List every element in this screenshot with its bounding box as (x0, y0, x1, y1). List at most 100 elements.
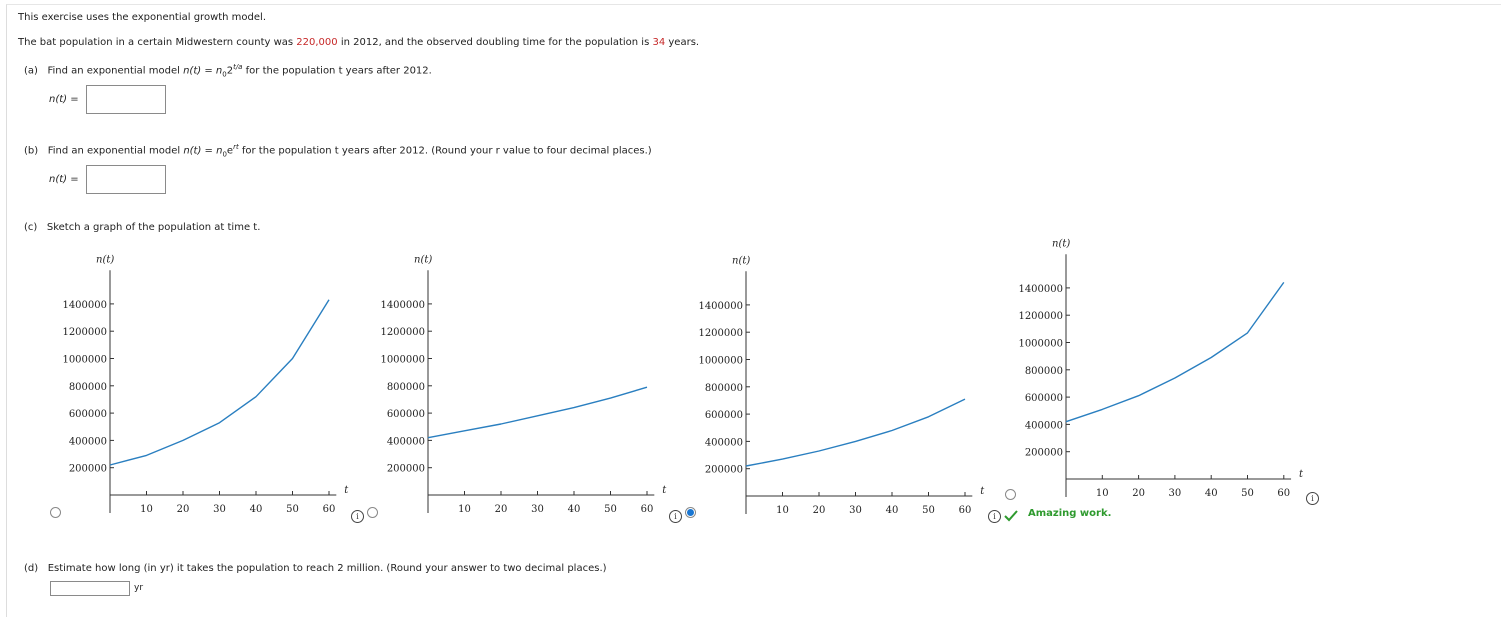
graphs-canvas: n(t) t 200000 400000 600000 800000 1000000 1200… (62, 238, 1304, 516)
y-tick-label: 1400000 (62, 300, 107, 311)
part-b-base: e (226, 145, 234, 157)
info-icon[interactable]: i (351, 510, 364, 523)
x-axis-label: t (662, 485, 667, 496)
x-tick-label: 50 (286, 504, 299, 515)
graph-option-3: n(t) t 200000 400000 600000 800000 1000000 1200… (698, 255, 985, 516)
x-tick-label: 40 (1205, 488, 1218, 499)
y-tick-label: 600000 (387, 409, 425, 420)
y-tick-label: 800000 (69, 382, 107, 393)
part-b-text-post: for the population t years after 2012. (… (238, 145, 652, 157)
y-tick-label: 800000 (1025, 366, 1063, 377)
x-tick-label: 10 (776, 505, 789, 516)
part-d-unit: yr (134, 583, 144, 593)
x-tick-label: 50 (604, 504, 617, 515)
part-b-exponent: rt (233, 143, 239, 151)
x-tick-label: 50 (1241, 488, 1254, 499)
y-tick-label: 400000 (69, 436, 107, 447)
x-tick-label: 30 (1169, 488, 1182, 499)
growth-curve (1065, 281, 1285, 423)
x-axis-label: t (980, 486, 985, 497)
graph-option-3-radio[interactable] (685, 507, 696, 518)
part-c-text: Sketch a graph of the population at time… (46, 222, 261, 233)
y-tick-label: 1200000 (62, 327, 107, 338)
x-tick-label: 60 (1277, 488, 1290, 499)
part-b-prompt: (b) Find an exponential model n(t) = n0e… (24, 143, 652, 158)
y-tick-label: 400000 (387, 436, 425, 447)
x-tick-label: 10 (458, 504, 471, 515)
part-a-text-post: for the population t years after 2012. (242, 65, 432, 77)
part-b-text-pre: Find an exponential model (47, 145, 184, 157)
problem-text-post: years. (665, 37, 700, 48)
y-tick-label: 1200000 (380, 327, 425, 338)
y-axis-label: n(t) (96, 254, 114, 265)
graph-option-1-radio[interactable] (50, 507, 61, 518)
population-value: 220,000 (296, 37, 338, 48)
part-c-label: (c) (24, 222, 38, 233)
part-d-text: Estimate how long (in yr) it takes the p… (47, 563, 607, 574)
y-tick-label: 1000000 (380, 355, 425, 366)
x-tick-label: 30 (849, 505, 862, 516)
part-a-text-pre: Find an exponential model (47, 65, 184, 77)
graph-option-4-radio[interactable] (1005, 489, 1016, 500)
part-a-base: 2 (226, 65, 234, 77)
x-tick-label: 30 (531, 504, 544, 515)
info-icon[interactable]: i (669, 510, 682, 523)
x-tick-label: 40 (568, 504, 581, 515)
x-tick-label: 10 (140, 504, 153, 515)
x-tick-label: 20 (813, 505, 826, 516)
y-tick-label: 600000 (705, 410, 743, 421)
feedback-message: Amazing work. (1028, 508, 1112, 519)
part-a-answer-input[interactable] (86, 85, 166, 114)
y-tick-label: 1400000 (698, 301, 743, 312)
x-axis-label: t (1299, 469, 1304, 480)
x-tick-label: 60 (323, 504, 336, 515)
x-tick-label: 20 (495, 504, 508, 515)
x-tick-label: 50 (922, 505, 935, 516)
part-b-label: (b) (24, 145, 39, 157)
part-b-eq: = n (201, 145, 223, 157)
y-tick-label: 1000000 (698, 356, 743, 367)
check-icon (1004, 510, 1018, 522)
y-tick-label: 400000 (705, 437, 743, 448)
part-b-answer-input[interactable] (86, 165, 166, 194)
part-b-func: n(t) (183, 145, 202, 157)
y-axis-label: n(t) (414, 254, 432, 265)
doubling-time-value: 34 (652, 37, 666, 48)
y-tick-label: 1000000 (1018, 339, 1063, 350)
x-tick-label: 10 (1096, 488, 1109, 499)
y-tick-label: 200000 (387, 464, 425, 475)
graph-option-2-radio[interactable] (367, 507, 378, 518)
problem-text-pre: The bat population in a certain Midweste… (18, 37, 297, 48)
problem-text-mid: in 2012, and the observed doubling time … (337, 37, 653, 48)
y-tick-label: 600000 (1025, 393, 1063, 404)
graph-option-4: n(t) t 200000 400000 600000 800000 1000000 1200… (1018, 238, 1304, 499)
part-b-answer-label: n(t) = (49, 174, 79, 185)
part-b-sub: 0 (222, 150, 227, 159)
x-axis-label: t (344, 485, 349, 496)
info-icon[interactable]: i (988, 510, 1001, 523)
intro-text: This exercise uses the exponential growt… (18, 12, 267, 23)
y-tick-label: 1400000 (1018, 284, 1063, 295)
info-icon[interactable]: i (1306, 492, 1319, 505)
part-d-prompt: (d) Estimate how long (in yr) it takes t… (24, 563, 607, 574)
growth-curve (745, 398, 966, 467)
y-tick-label: 1200000 (1018, 311, 1063, 322)
y-tick-label: 1200000 (698, 328, 743, 339)
y-tick-label: 600000 (69, 409, 107, 420)
x-tick-label: 20 (1132, 488, 1145, 499)
y-tick-label: 200000 (1025, 448, 1063, 459)
part-c-prompt: (c) Sketch a graph of the population at … (24, 222, 260, 233)
part-a-func: n(t) (183, 65, 202, 77)
graph-option-2: n(t) t 200000 400000 600000 800000 1000000 1200… (380, 254, 667, 515)
y-tick-label: 1400000 (380, 300, 425, 311)
problem-statement: The bat population in a certain Midweste… (18, 37, 699, 48)
part-d-label: (d) (24, 563, 39, 574)
x-tick-label: 20 (177, 504, 190, 515)
growth-curve (109, 299, 330, 466)
y-axis-label: n(t) (732, 255, 750, 266)
y-tick-label: 800000 (387, 382, 425, 393)
part-d-answer-input[interactable] (50, 581, 130, 596)
y-axis-label: n(t) (1052, 238, 1070, 249)
exercise-frame (6, 4, 1501, 617)
y-tick-label: 200000 (69, 464, 107, 475)
